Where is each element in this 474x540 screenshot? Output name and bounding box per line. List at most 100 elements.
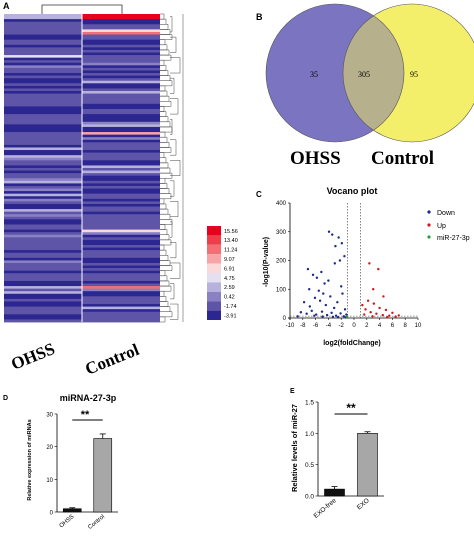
heatmap-cell xyxy=(82,229,160,233)
heatmap-label-control: Control xyxy=(82,340,142,379)
heatmap-cell xyxy=(4,129,82,133)
heatmap-cell xyxy=(82,245,160,248)
heatmap-cell xyxy=(82,286,160,290)
venn-count-ohss-only: 35 xyxy=(310,70,318,79)
heatmap-cell xyxy=(4,314,82,318)
dendrogram-branch xyxy=(160,239,172,246)
colorbar-tick-label: -3.91 xyxy=(224,313,237,319)
bar xyxy=(93,438,113,513)
heatmap-cell xyxy=(82,80,160,84)
bar-e-y-label: Relative levels of miR-27 xyxy=(290,404,299,492)
heatmap-cell xyxy=(82,268,160,272)
heatmap-cell xyxy=(4,49,82,53)
bar xyxy=(324,488,345,497)
heatmap-cell xyxy=(4,160,82,164)
volcano-title: Vocano plot xyxy=(327,186,378,196)
heatmap-cell xyxy=(4,216,82,220)
heatmap-cell xyxy=(4,211,82,215)
dendrogram-branch xyxy=(160,65,167,71)
heatmap-cell xyxy=(4,293,82,297)
heatmap-cell xyxy=(4,16,82,20)
heatmap-cell xyxy=(4,262,82,266)
heatmap-cell xyxy=(4,185,82,189)
heatmap-cell xyxy=(4,147,82,151)
volcano-x-tick-label: 10 xyxy=(415,323,422,329)
dendrogram-branch xyxy=(160,203,167,210)
colorbar-swatch xyxy=(207,291,221,302)
heatmap-cell xyxy=(4,29,82,33)
dendrogram-branch xyxy=(160,142,170,148)
legend-label-mir27: miR-27-3p xyxy=(437,235,470,242)
dendrogram-branch xyxy=(160,116,169,123)
bar xyxy=(357,433,378,497)
volcano-point-up xyxy=(372,302,376,305)
heatmap-cell xyxy=(4,247,82,251)
dendrogram-branch xyxy=(160,157,167,164)
heatmap-cell xyxy=(82,155,160,159)
heatmap-cell xyxy=(82,57,160,61)
colorbar-swatch xyxy=(207,254,221,264)
heatmap-cell xyxy=(82,293,160,297)
heatmap-cell xyxy=(4,52,82,56)
heatmap-cell xyxy=(4,26,82,30)
bar xyxy=(62,508,82,513)
volcano-point-down xyxy=(320,310,324,313)
panel-e-letter: E xyxy=(290,388,295,395)
heatmap-cell xyxy=(4,245,82,248)
dendrogram-branch xyxy=(170,16,173,33)
heatmap-cell xyxy=(4,286,82,290)
dendrogram-branch xyxy=(160,316,166,323)
heatmap-cell xyxy=(4,155,82,159)
heatmap-cell xyxy=(4,221,82,225)
volcano-point-down xyxy=(296,315,299,318)
volcano-point-down xyxy=(315,276,319,279)
heatmap-cell xyxy=(82,144,160,148)
heatmap-cell xyxy=(82,85,160,89)
dendrogram-branch xyxy=(160,178,166,184)
heatmap-cell xyxy=(82,288,160,292)
volcano-point-down xyxy=(325,313,329,317)
bar-y-tick-label: 0.0 xyxy=(305,494,314,501)
volcano-legend: Down Up miR-27-3p xyxy=(427,210,470,242)
heatmap-cell xyxy=(82,139,160,143)
heatmap-cell xyxy=(82,319,160,323)
heatmap-cell xyxy=(4,31,82,35)
volcano-x-tick-label: -6 xyxy=(313,323,319,329)
heatmap-cell xyxy=(82,134,160,138)
dendrogram-branch xyxy=(160,75,171,81)
heatmap-cell xyxy=(4,275,82,279)
heatmap-cell xyxy=(4,103,82,107)
volcano-point-down xyxy=(336,315,340,319)
heatmap-cell xyxy=(82,103,160,107)
panel-b-letter: B xyxy=(256,12,263,22)
heatmap-cell xyxy=(82,209,160,213)
colorbar-tick-label: 4.75 xyxy=(224,276,235,282)
heatmap-cell xyxy=(4,116,82,120)
volcano-x-tick-label: -2 xyxy=(339,323,345,329)
dendrogram-branch xyxy=(170,201,179,218)
heatmap-cell xyxy=(4,214,82,218)
heatmap-cell xyxy=(82,162,160,166)
dendrogram-branch xyxy=(170,303,179,320)
heatmap-cell xyxy=(82,262,160,266)
heatmap-cell xyxy=(82,273,160,277)
heatmap-cell xyxy=(82,232,160,236)
volcano-point-down xyxy=(337,236,340,239)
heatmap-cell xyxy=(4,111,82,115)
heatmap-cell xyxy=(4,24,82,28)
heatmap-cell xyxy=(4,139,82,143)
heatmap-cell xyxy=(4,55,82,59)
volcano-point-down xyxy=(308,288,311,291)
dendrogram-branch xyxy=(160,301,169,307)
volcano-x-tick-label: 2 xyxy=(365,323,369,329)
heatmap-cell xyxy=(4,198,82,202)
dendrogram-branch xyxy=(160,208,169,215)
dendrogram-branch xyxy=(160,275,168,282)
dendrogram-branch xyxy=(160,260,171,266)
heatmap-cell xyxy=(4,311,82,315)
volcano-point-down xyxy=(334,314,338,317)
heatmap-cell xyxy=(82,121,160,125)
dendrogram-branch xyxy=(170,180,175,197)
legend-marker-mir27 xyxy=(427,235,431,239)
